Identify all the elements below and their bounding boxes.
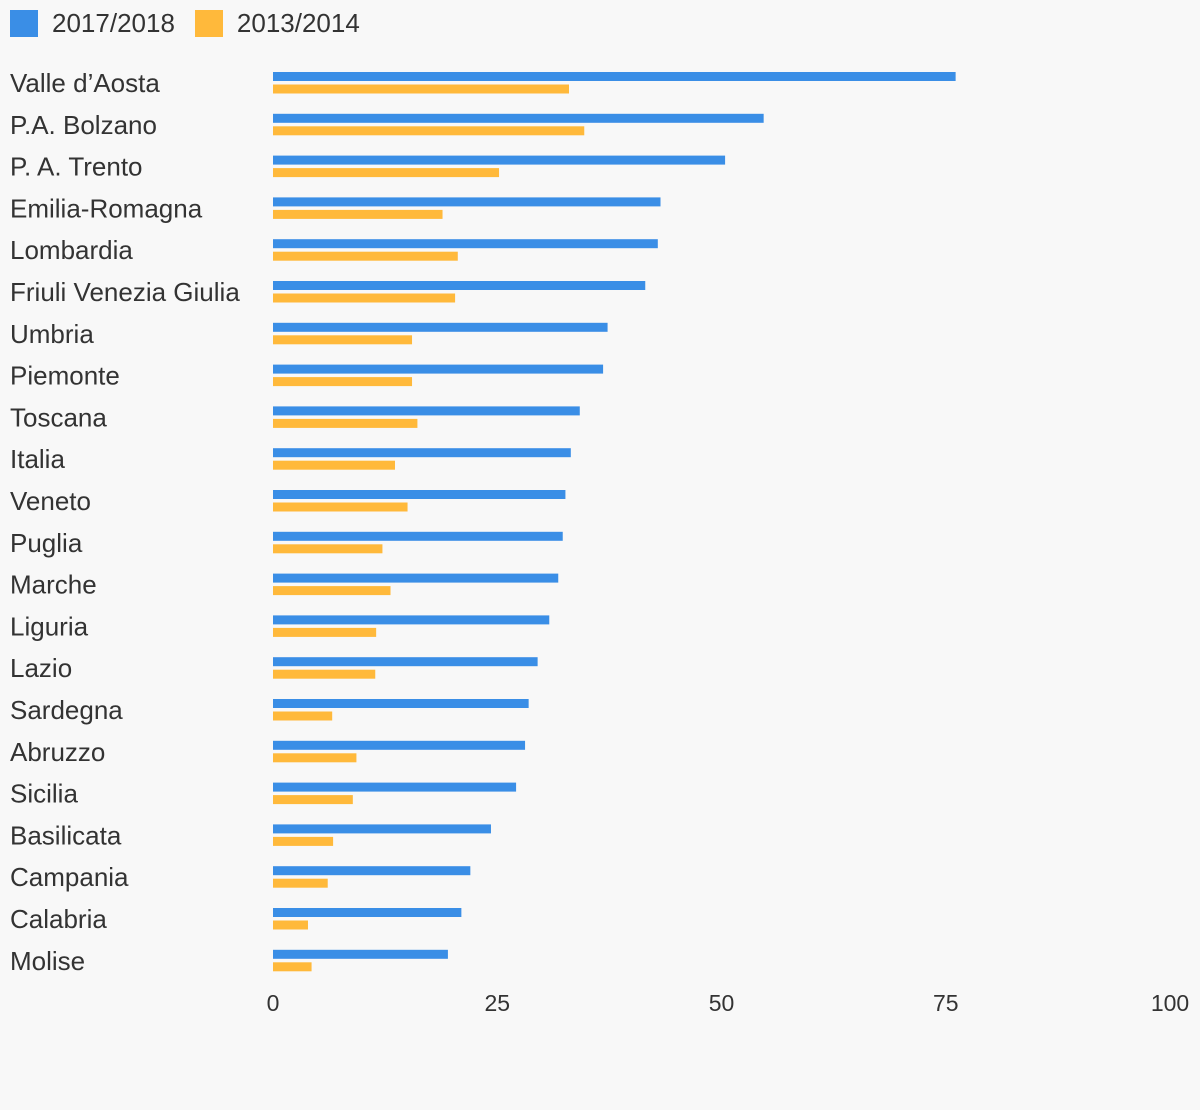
bar-2013-2014-lazio[interactable] (273, 669, 376, 679)
bar-2013-2014-sardegna[interactable] (273, 711, 333, 721)
category-label-marche: Marche (10, 570, 97, 600)
legend-swatch-2013-2014 (194, 10, 223, 37)
bar-2013-2014-lombardia[interactable] (273, 251, 458, 261)
bar-2017-2018-valle-d-aosta[interactable] (273, 72, 956, 81)
bar-2017-2018-puglia[interactable] (273, 531, 563, 541)
bar-2017-2018-friuli-venezia-giulia[interactable] (273, 281, 646, 290)
bar-2013-2014-p-a-trento[interactable] (273, 168, 500, 178)
category-label-lazio: Lazio (10, 653, 72, 683)
category-label-sardegna: Sardegna (10, 695, 123, 725)
category-label-friuli-venezia-giulia: Friuli Venezia Giulia (10, 277, 240, 307)
category-label-liguria: Liguria (10, 611, 89, 641)
legend-label-2017-2018: 2017/2018 (52, 8, 175, 38)
category-label-basilicata: Basilicata (10, 820, 122, 850)
bar-2013-2014-valle-d-aosta[interactable] (273, 84, 570, 94)
bar-2017-2018-campania[interactable] (273, 866, 471, 876)
bar-2017-2018-umbria[interactable] (273, 322, 608, 332)
bar-2013-2014-umbria[interactable] (273, 335, 413, 345)
bar-2013-2014-friuli-venezia-giulia[interactable] (273, 293, 456, 303)
bar-2017-2018-calabria[interactable] (273, 908, 462, 917)
category-label-veneto: Veneto (10, 486, 91, 516)
legend: 2017/2018 2013/2014 (10, 8, 380, 39)
bar-2013-2014-molise[interactable] (273, 962, 312, 972)
category-label-italia: Italia (10, 444, 65, 474)
bar-2013-2014-piemonte[interactable] (273, 377, 413, 387)
x-tick-label-100: 100 (1151, 990, 1189, 1016)
bar-2017-2018-sardegna[interactable] (273, 699, 529, 708)
legend-item-2013-2014[interactable]: 2013/2014 (194, 8, 360, 39)
bar-2017-2018-lazio[interactable] (273, 657, 538, 667)
bar-2017-2018-molise[interactable] (273, 949, 448, 959)
x-tick-label-0: 0 (267, 990, 280, 1016)
legend-label-2013-2014: 2013/2014 (236, 8, 360, 38)
category-label-piemonte: Piemonte (10, 361, 120, 391)
bar-2017-2018-basilicata[interactable] (273, 824, 491, 834)
category-label-p-a-trento: P. A. Trento (10, 152, 143, 182)
category-label-emilia-romagna: Emilia-Romagna (10, 193, 203, 223)
category-label-molise: Molise (10, 946, 85, 976)
bar-2017-2018-liguria[interactable] (273, 615, 550, 625)
bar-2017-2018-p-a-trento[interactable] (273, 155, 726, 165)
category-label-toscana: Toscana (10, 402, 107, 432)
bar-2013-2014-sicilia[interactable] (273, 795, 353, 805)
bar-2017-2018-emilia-romagna[interactable] (273, 197, 661, 207)
category-label-lombardia: Lombardia (10, 235, 133, 265)
category-label-p-a-bolzano: P.A. Bolzano (10, 110, 157, 140)
x-tick-label-25: 25 (484, 990, 510, 1016)
bar-2013-2014-calabria[interactable] (273, 920, 308, 930)
bar-2013-2014-emilia-romagna[interactable] (273, 209, 443, 219)
bar-2017-2018-abruzzo[interactable] (273, 740, 526, 750)
bar-2013-2014-italia[interactable] (273, 460, 395, 470)
bar-2013-2014-p-a-bolzano[interactable] (273, 126, 585, 136)
category-label-umbria: Umbria (10, 319, 94, 349)
bar-2013-2014-abruzzo[interactable] (273, 753, 357, 763)
bar-2013-2014-campania[interactable] (273, 878, 328, 888)
bar-2017-2018-marche[interactable] (273, 573, 559, 583)
bar-2013-2014-marche[interactable] (273, 586, 391, 596)
bar-2017-2018-piemonte[interactable] (273, 364, 604, 374)
category-label-valle-d-aosta: Valle d’Aosta (10, 68, 160, 98)
bar-2013-2014-liguria[interactable] (273, 627, 377, 637)
bar-2013-2014-toscana[interactable] (273, 418, 418, 428)
legend-item-2017-2018[interactable]: 2017/2018 (10, 8, 175, 39)
bar-2017-2018-italia[interactable] (273, 448, 571, 458)
x-tick-label-50: 50 (709, 990, 735, 1016)
bar-2013-2014-puglia[interactable] (273, 544, 383, 554)
category-label-abruzzo: Abruzzo (10, 737, 105, 767)
bar-2017-2018-sicilia[interactable] (273, 782, 517, 792)
bar-2013-2014-veneto[interactable] (273, 502, 408, 512)
category-label-calabria: Calabria (10, 904, 107, 934)
legend-swatch-2017-2018 (10, 10, 38, 37)
x-tick-label-75: 75 (933, 990, 959, 1016)
bar-2017-2018-toscana[interactable] (273, 406, 580, 416)
bar-2013-2014-basilicata[interactable] (273, 836, 334, 846)
bar-2017-2018-p-a-bolzano[interactable] (273, 113, 764, 123)
category-label-puglia: Puglia (10, 528, 83, 558)
bar-2017-2018-lombardia[interactable] (273, 239, 658, 249)
category-label-campania: Campania (10, 862, 129, 892)
category-label-sicilia: Sicilia (10, 779, 78, 809)
bar-2017-2018-veneto[interactable] (273, 490, 566, 499)
